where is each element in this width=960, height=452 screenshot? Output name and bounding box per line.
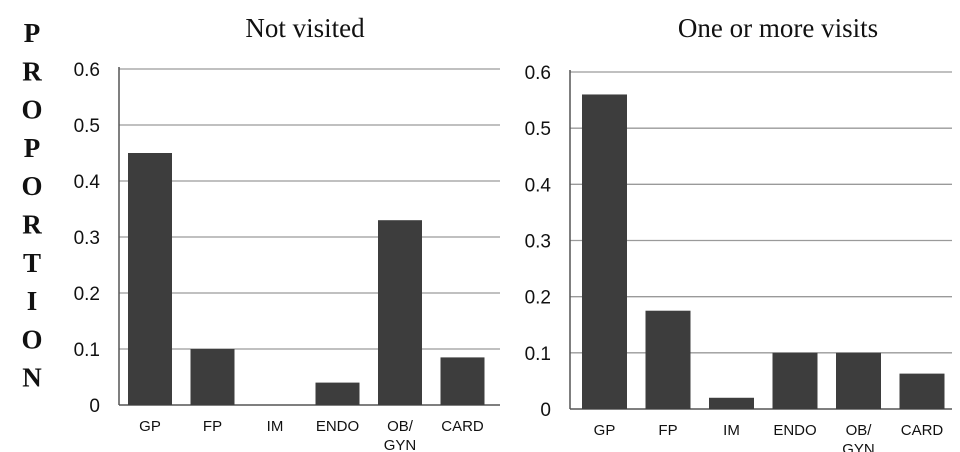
chart-title: Not visited [245, 13, 365, 43]
bar-im [709, 397, 754, 409]
x-tick-label: CARD [901, 422, 944, 439]
y-axis-label-letter: T [23, 248, 41, 278]
y-tick-label: 0 [540, 400, 551, 421]
y-tick-label: 0.4 [525, 175, 552, 196]
x-tick-label: IM [267, 418, 284, 435]
bar-endo [315, 382, 360, 405]
bar-card [440, 357, 485, 405]
y-axis-label-letter: O [21, 95, 42, 125]
chart-one-or-more-visits: One or more visits 0 0.1 0.2 0.3 0.4 0.5 0.6 GP F… [525, 13, 952, 452]
x-tick-label: GP [139, 418, 161, 435]
y-tick-label: 0 [89, 396, 100, 417]
bar-endo [772, 352, 818, 409]
y-axis-label-letter: O [21, 171, 42, 201]
x-tick-label: ENDO [773, 422, 816, 439]
x-tick-label: GYN [842, 441, 875, 452]
y-axis-label-letter: R [22, 210, 42, 240]
y-tick-label: 0.4 [74, 172, 101, 193]
y-tick-label: 0.5 [525, 119, 551, 140]
x-tick-label: CARD [441, 418, 484, 435]
y-tick-label: 0.5 [74, 116, 100, 137]
bar-gp [582, 94, 627, 409]
y-tick-label: 0.3 [74, 228, 100, 249]
bar-obgyn [378, 220, 422, 405]
bar-card [899, 373, 945, 409]
y-tick-label: 0.1 [525, 344, 551, 365]
chart-not-visited: Not visited 0 0.1 0.2 0.3 0.4 0.5 0.6 GP FP IM ENDO… [74, 13, 500, 452]
x-tick-label: OB/ [387, 418, 414, 435]
y-axis-label-letter: P [24, 18, 41, 48]
x-tick-label: ENDO [316, 418, 359, 435]
y-axis-label-letter: O [21, 324, 42, 354]
y-tick-label: 0.2 [525, 288, 551, 309]
y-tick-label: 0.1 [74, 340, 100, 361]
x-tick-label: GYN [384, 437, 417, 452]
y-axis-label-letter: R [22, 56, 42, 86]
y-axis-label-letter: P [24, 133, 41, 163]
y-axis-label-letter: I [27, 286, 38, 316]
y-axis-label-letter: N [22, 363, 42, 393]
x-tick-label: OB/ [846, 422, 873, 439]
y-tick-label: 0.6 [525, 63, 551, 84]
x-tick-label: FP [203, 418, 222, 435]
chart-title: One or more visits [678, 13, 878, 43]
bar-gp [128, 153, 172, 405]
y-tick-label: 0.2 [74, 284, 100, 305]
x-tick-label: GP [594, 422, 616, 439]
x-tick-label: IM [723, 422, 740, 439]
bar-obgyn [836, 352, 881, 409]
y-tick-label: 0.6 [74, 60, 100, 81]
bar-fp [645, 310, 691, 409]
bar-fp [190, 349, 235, 405]
y-tick-label: 0.3 [525, 232, 551, 253]
x-tick-label: FP [658, 422, 677, 439]
